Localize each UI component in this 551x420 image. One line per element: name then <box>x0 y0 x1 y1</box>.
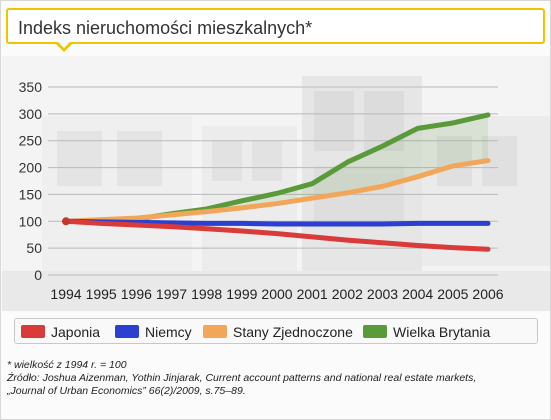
y-tick-label-7: 350 <box>19 79 43 95</box>
x-tick-label-2002: 2002 <box>332 286 363 302</box>
legend-swatch-wielka-brytania <box>363 325 387 338</box>
x-tick-label-1999: 1999 <box>226 286 257 302</box>
chart-title: Indeks nieruchomości mieszkalnych* <box>18 18 313 38</box>
legend-swatch-japonia <box>21 325 45 338</box>
legend-label-wielka-brytania: Wielka Brytania <box>393 323 491 340</box>
legend-item-wielka-brytania: Wielka Brytania <box>363 323 490 340</box>
y-tick-label-2: 100 <box>19 213 43 229</box>
footnote-journal: „Journal of Urban Economics” 66(2)/2009,… <box>7 385 246 397</box>
x-tick-label-1997: 1997 <box>156 286 187 302</box>
legend-swatch-niemcy <box>115 325 139 338</box>
y-tick-label-5: 250 <box>19 133 43 149</box>
x-tick-label-2001: 2001 <box>297 286 328 302</box>
x-tick-label-2006: 2006 <box>472 286 503 302</box>
footnote-base: * wielkość z 1994 r. = 100 <box>7 359 127 371</box>
footnote-source: Źródło: Joshua Aizenman, Yothin Jinjarak… <box>7 372 477 384</box>
y-tick-label-6: 300 <box>19 106 43 122</box>
y-tick-label-3: 150 <box>19 186 43 202</box>
legend-item-niemcy: Niemcy <box>115 323 192 340</box>
x-tick-label-2000: 2000 <box>261 286 292 302</box>
building-background <box>2 56 550 311</box>
legend-swatch-stany-zjednoczone <box>203 325 227 338</box>
x-tick-label-2005: 2005 <box>437 286 468 302</box>
legend-item-stany-zjednoczone: Stany Zjednoczone <box>203 323 353 340</box>
legend-item-japonia: Japonia <box>21 323 100 340</box>
x-tick-label-1998: 1998 <box>191 286 222 302</box>
series-line-stany-zjednoczone <box>63 158 491 224</box>
chart-title-box: Indeks nieruchomości mieszkalnych* <box>6 8 545 44</box>
x-tick-label-2003: 2003 <box>367 286 398 302</box>
y-tick-label-0: 0 <box>34 267 42 283</box>
chart-legend: Japonia Niemcy Stany Zjednoczone Wielka … <box>14 318 538 344</box>
series-start-point <box>62 217 70 226</box>
x-tick-label-1995: 1995 <box>86 286 117 302</box>
legend-label-japonia: Japonia <box>51 323 101 340</box>
y-tick-label-4: 200 <box>19 160 43 176</box>
series-line-niemcy <box>63 218 491 227</box>
x-tick-label-1994: 1994 <box>50 286 81 302</box>
title-callout-tail-inner <box>57 41 71 48</box>
legend-label-stany-zjednoczone: Stany Zjednoczone <box>233 323 353 340</box>
footnotes: * wielkość z 1994 r. = 100 Źródło: Joshu… <box>7 359 476 398</box>
series-line-japonia <box>63 218 491 252</box>
x-tick-label-1996: 1996 <box>121 286 152 302</box>
y-tick-label-1: 50 <box>26 240 42 256</box>
x-tick-label-2004: 2004 <box>402 286 433 302</box>
legend-label-niemcy: Niemcy <box>145 323 192 340</box>
